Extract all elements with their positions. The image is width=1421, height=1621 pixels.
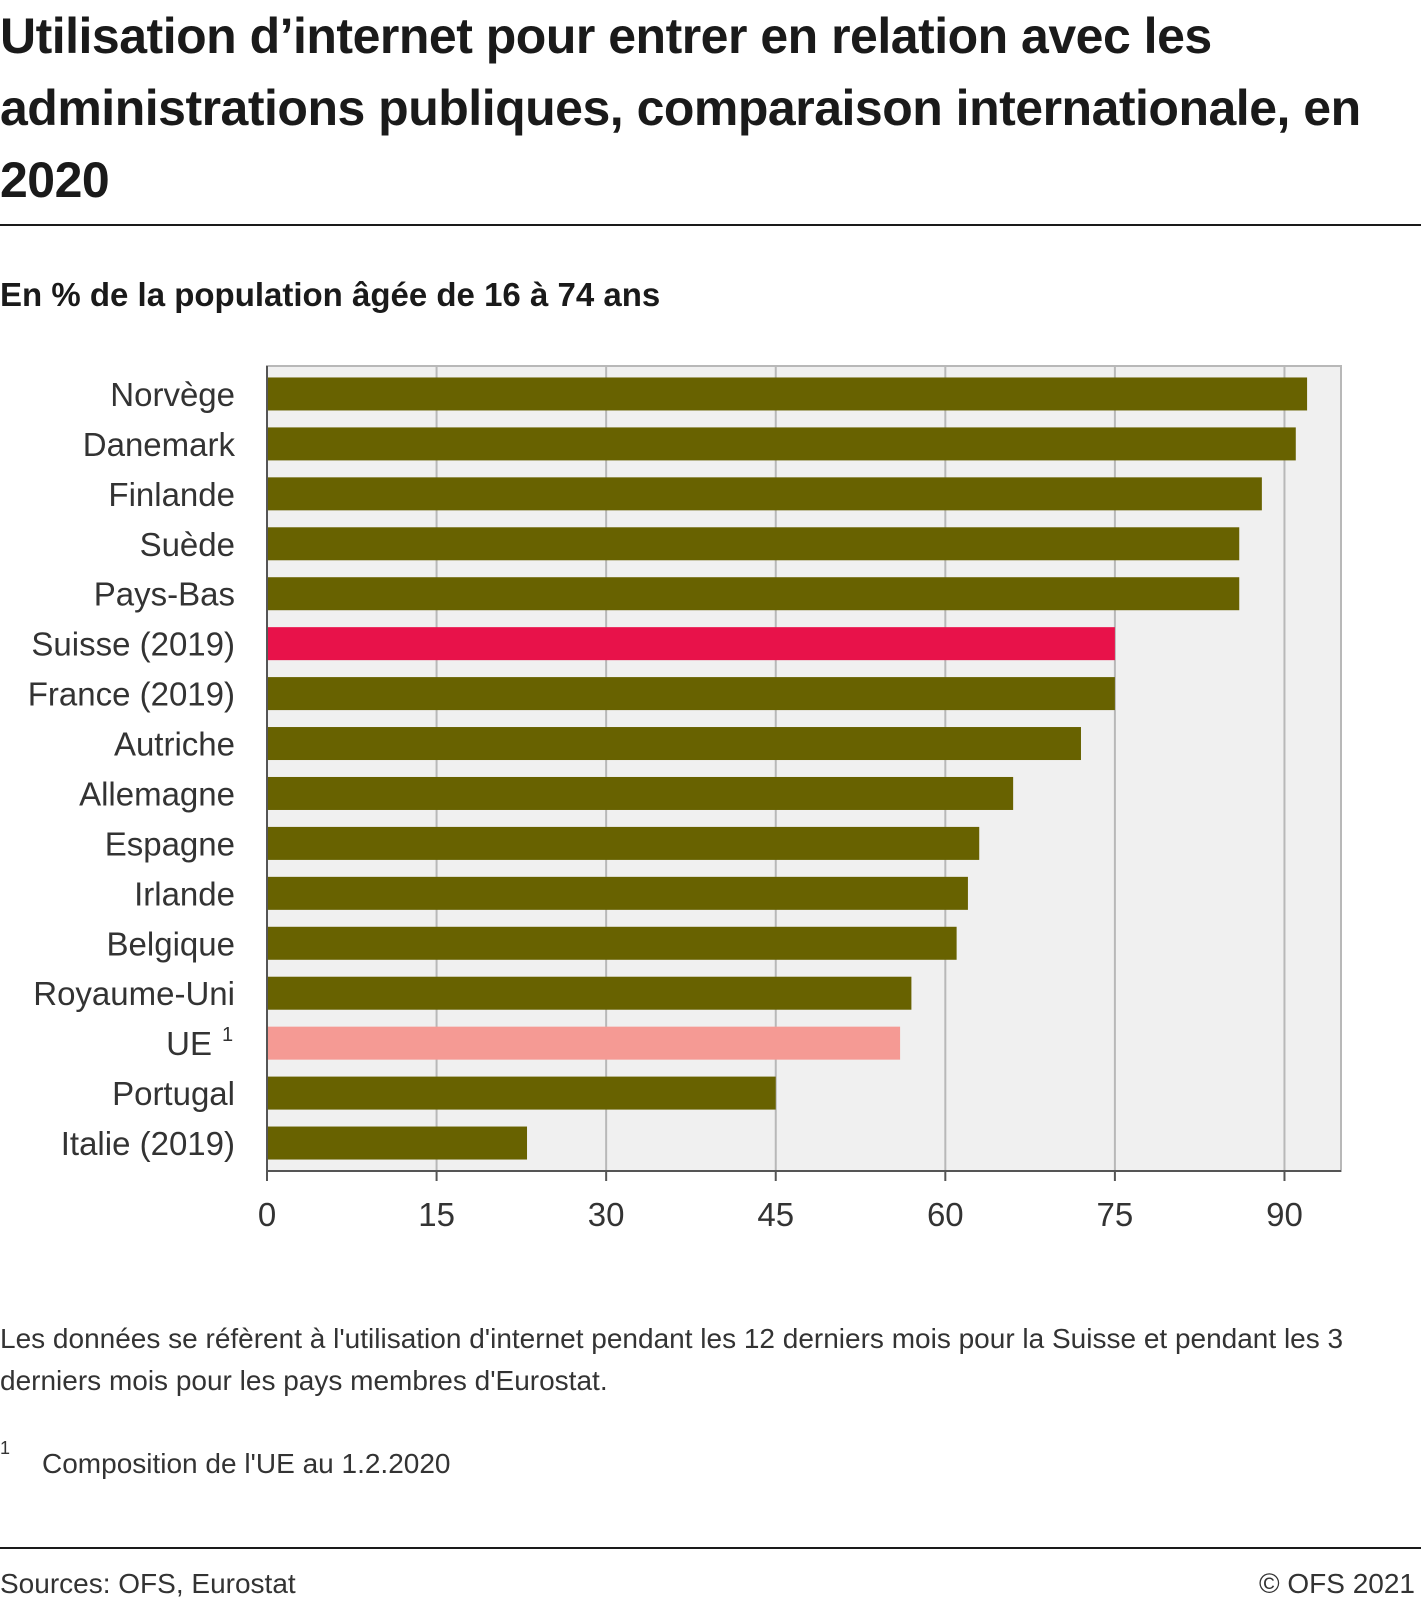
footnote: 1 Composition de l'UE au 1.2.2020 — [0, 1438, 451, 1481]
bar — [267, 1076, 776, 1110]
category-label: Irlande — [134, 875, 235, 912]
bar — [267, 477, 1262, 511]
x-tick-label: 15 — [418, 1196, 455, 1233]
category-label: Suède — [140, 526, 235, 563]
category-label: Royaume-Uni — [33, 975, 235, 1012]
bar — [267, 1026, 901, 1060]
category-label: Suisse (2019) — [31, 626, 235, 663]
footnote-text: Composition de l'UE au 1.2.2020 — [42, 1448, 451, 1479]
category-label: Autriche — [114, 726, 235, 763]
bar — [267, 577, 1240, 611]
bar-chart: 0 15 30 45 60 75 90 Norvège Danemark Finlande Suèd… — [28, 365, 1342, 1233]
bar — [267, 627, 1115, 661]
title-divider — [0, 224, 1421, 226]
category-label: Allemagne — [79, 775, 235, 812]
source-text: Sources: OFS, Eurostat — [0, 1568, 296, 1599]
category-label: Norvège — [110, 376, 235, 413]
footer-divider — [0, 1547, 1421, 1549]
category-label: UE — [166, 1025, 212, 1062]
bar — [267, 677, 1115, 711]
footnote-marker: 1 — [0, 1438, 11, 1458]
bar — [267, 826, 980, 860]
bar — [267, 727, 1081, 761]
category-label: Belgique — [107, 925, 235, 962]
category-label: France (2019) — [28, 676, 235, 713]
x-tick-label: 75 — [1097, 1196, 1134, 1233]
chart-title: Utilisation d’internet pour entrer en re… — [0, 8, 1361, 208]
category-label: Finlande — [108, 476, 235, 513]
category-label: Pays-Bas — [94, 576, 235, 613]
x-tick-label: 60 — [927, 1196, 964, 1233]
category-superscript: 1 — [222, 1024, 233, 1046]
category-label: Danemark — [83, 426, 236, 463]
x-tick-label: 0 — [258, 1196, 276, 1233]
bar — [267, 377, 1308, 411]
category-label: Italie (2019) — [61, 1125, 235, 1162]
category-label: Espagne — [105, 825, 235, 862]
category-label: Portugal — [112, 1075, 235, 1112]
chart-note: Les données se réfèrent à l'utilisation … — [0, 1323, 1344, 1396]
bar — [267, 776, 1014, 810]
bar — [267, 1126, 528, 1160]
x-tick-label: 90 — [1266, 1196, 1303, 1233]
x-tick-label: 45 — [757, 1196, 794, 1233]
bar — [267, 976, 912, 1010]
bar — [267, 926, 957, 960]
bar — [267, 527, 1240, 561]
bar — [267, 876, 968, 910]
bar — [267, 427, 1296, 461]
chart-subtitle: En % de la population âgée de 16 à 74 an… — [0, 276, 661, 313]
copyright-text: © OFS 2021 — [1258, 1568, 1415, 1599]
x-tick-label: 30 — [588, 1196, 625, 1233]
